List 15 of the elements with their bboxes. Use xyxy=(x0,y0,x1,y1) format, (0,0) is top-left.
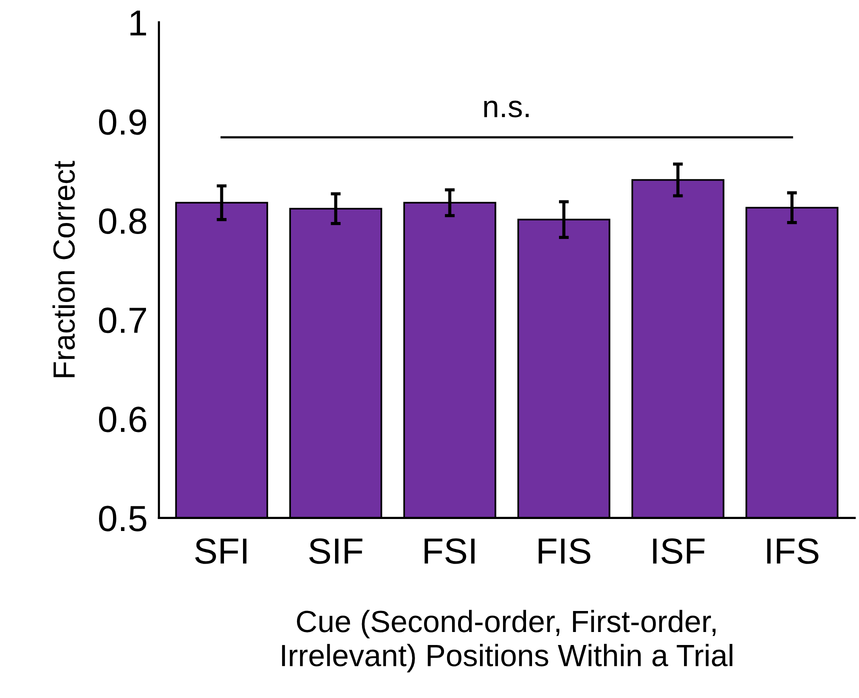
x-tick-label: SIF xyxy=(309,538,362,564)
ref-line-label: n.s. xyxy=(484,100,529,118)
y-axis-title: Fraction Correct xyxy=(52,160,75,378)
x-tick-label: SFI xyxy=(195,538,246,564)
x-tick-label: IFS xyxy=(767,538,818,564)
x-tick-label: FIS xyxy=(538,538,590,564)
x-tick-label: ISF xyxy=(653,538,705,564)
x-tick-label: FSI xyxy=(424,538,475,564)
y-tick-label: 0.6 xyxy=(99,406,146,432)
y-tick-label: 0.8 xyxy=(99,208,146,234)
y-tick-label: 0.7 xyxy=(99,308,146,334)
x-axis-title: Cue (Second-order, First-order, Irrelevant) Positions Within a Trial xyxy=(282,610,732,672)
y-tick-label: 0.9 xyxy=(99,109,146,135)
y-tick-label: 1 xyxy=(130,10,146,36)
y-tick-label: 0.5 xyxy=(99,506,146,532)
